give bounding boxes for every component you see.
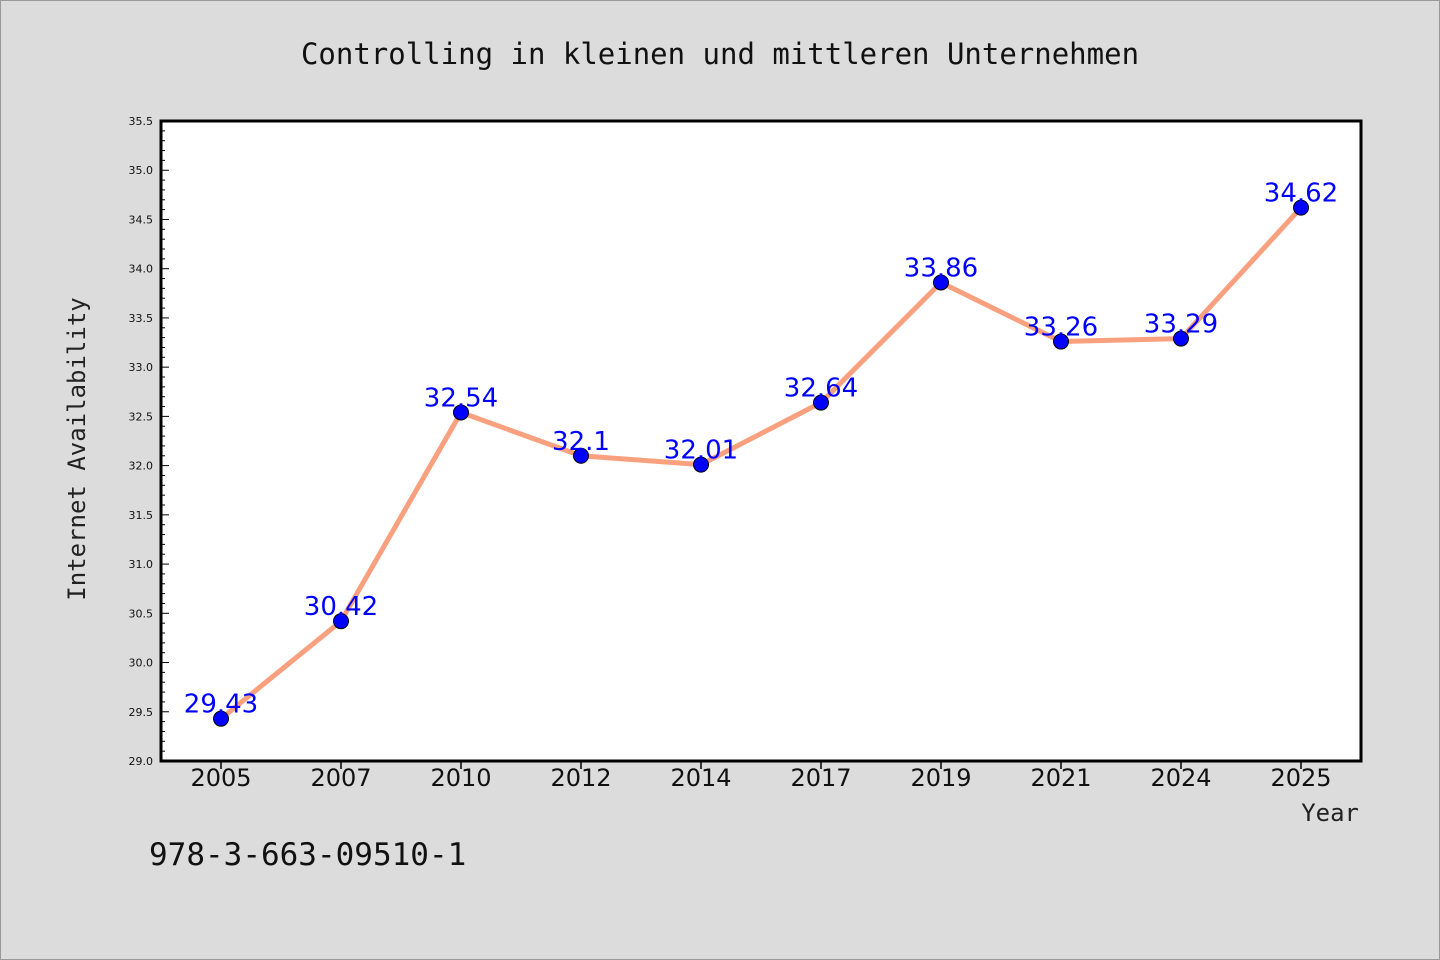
data-point-marker xyxy=(813,394,829,411)
data-point-marker xyxy=(453,404,469,421)
x-tick-label: 2025 xyxy=(1270,764,1331,792)
y-axis: 29.0 29.5 30.0 30.5 31.0 31.5 32.0 32.5 33.0 33.5… xyxy=(129,115,169,768)
data-label: 33.26 xyxy=(1024,313,1098,343)
y-tick-label: 33.0 xyxy=(129,361,154,374)
x-tick-label: 2021 xyxy=(1030,764,1091,792)
x-tick-label: 2010 xyxy=(430,764,491,792)
x-tick-label: 2012 xyxy=(550,764,611,792)
y-tick-label: 35.0 xyxy=(129,164,154,177)
data-point-marker xyxy=(693,456,709,473)
data-label: 33.29 xyxy=(1144,310,1218,340)
data-label: 32.54 xyxy=(424,383,498,413)
data-label-layer: 29.43 30.42 32.54 32.1 32.01 32.64 33.86 33.26 3… xyxy=(184,179,1338,720)
plot-frame xyxy=(159,119,1363,763)
y-tick-label: 30.0 xyxy=(129,657,154,670)
data-point-marker xyxy=(1173,330,1189,347)
data-label: 34.62 xyxy=(1264,179,1338,209)
x-tick-label: 2017 xyxy=(790,764,851,792)
y-tick-label: 34.0 xyxy=(129,263,154,276)
data-point-marker xyxy=(333,613,349,630)
y-tick-label: 34.5 xyxy=(129,213,154,226)
x-axis-label: Year xyxy=(1301,799,1359,827)
y-tick-label: 31.0 xyxy=(129,558,154,571)
x-tick-label: 2005 xyxy=(190,764,251,792)
data-point-marker xyxy=(933,274,949,291)
footer-isbn: 978-3-663-09510-1 xyxy=(149,837,466,873)
y-tick-label: 29.5 xyxy=(129,706,154,719)
data-label: 33.86 xyxy=(904,253,978,283)
data-point-marker xyxy=(1293,199,1309,216)
data-label: 29.43 xyxy=(184,690,258,720)
series-layer xyxy=(213,199,1309,727)
x-axis: 2005 2007 2010 2012 2014 2017 2019 2021 2024 2025 xyxy=(190,761,1332,792)
x-tick-label: 2007 xyxy=(310,764,371,792)
data-point-marker xyxy=(573,447,589,464)
plot-area: 29.0 29.5 30.0 30.5 31.0 31.5 32.0 32.5 33.0 33.5… xyxy=(129,115,1363,792)
y-axis-label: Internet Availability xyxy=(63,297,91,600)
data-label: 30.42 xyxy=(304,592,378,622)
x-tick-label: 2014 xyxy=(670,764,731,792)
data-label: 32.01 xyxy=(664,436,738,466)
data-point-marker xyxy=(1053,333,1069,350)
series-line xyxy=(218,205,1304,722)
y-tick-label: 35.5 xyxy=(129,115,154,128)
x-tick-label: 2019 xyxy=(910,764,971,792)
data-label: 32.1 xyxy=(552,427,610,457)
y-tick-label: 29.0 xyxy=(129,755,154,768)
y-tick-label: 30.5 xyxy=(129,607,154,620)
x-tick-label: 2024 xyxy=(1150,764,1211,792)
data-point-marker xyxy=(213,710,229,727)
chart-title: Controlling in kleinen und mittleren Unt… xyxy=(301,37,1139,71)
y-tick-label: 32.0 xyxy=(129,460,154,473)
y-tick-label: 31.5 xyxy=(129,509,154,522)
data-label: 32.64 xyxy=(784,374,858,404)
y-tick-label: 32.5 xyxy=(129,410,154,423)
y-tick-label: 33.5 xyxy=(129,312,154,325)
